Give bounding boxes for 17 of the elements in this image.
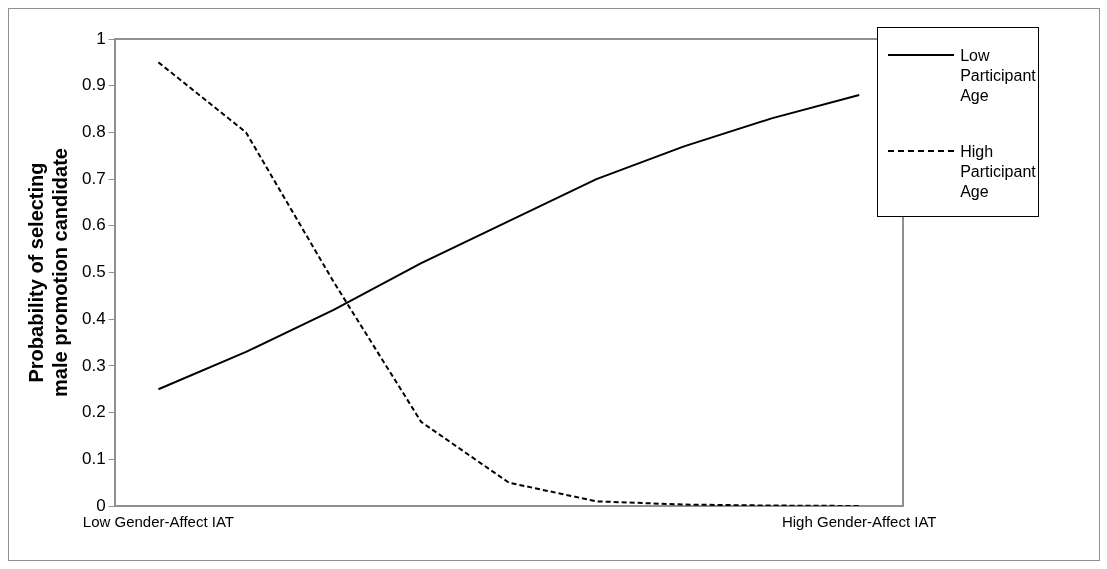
- y-tick-label: 0.4: [81, 308, 106, 328]
- y-tick-label: 0: [96, 495, 106, 515]
- legend-label: High Participant Age: [960, 142, 1037, 202]
- y-tick-label: 0.3: [81, 355, 106, 375]
- y-tick-label: 0.1: [81, 448, 106, 468]
- y-tick-label: 0.5: [81, 262, 106, 282]
- y-axis-title: Probability of selecting male promotion candidate: [24, 148, 71, 397]
- legend-label: Low Participant Age: [960, 46, 1037, 106]
- y-tick-label: 0.2: [81, 402, 106, 422]
- line-series: [157, 61, 861, 506]
- x-tick-label: High Gender-Affect IAT: [781, 513, 937, 531]
- x-tick-label: Low Gender-Affect IAT: [82, 513, 235, 531]
- y-tick-label: 0.9: [81, 75, 106, 95]
- y-tick-label: 0.7: [81, 168, 106, 188]
- y-tick-label: 0.6: [81, 215, 106, 235]
- y-tick-label: 1: [96, 28, 106, 48]
- y-tick-label: 0.8: [81, 122, 106, 142]
